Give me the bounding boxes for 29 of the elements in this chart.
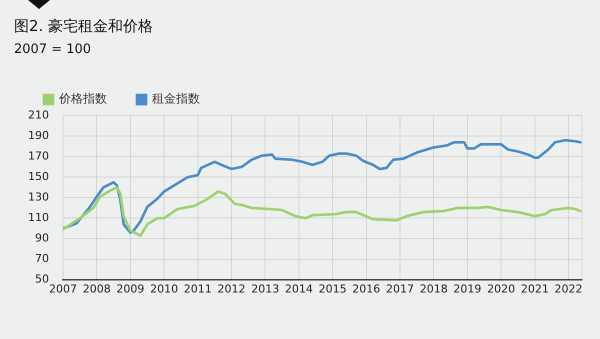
x-tick-label: 2011 [184,282,212,296]
x-tick-label: 2012 [218,282,246,296]
x-tick-label: 2018 [420,282,448,296]
y-tick-label: 110 [28,211,49,224]
y-tick-label: 150 [28,170,49,184]
y-tick-label: 210 [28,108,49,122]
y-tick-label: 190 [28,128,49,142]
x-tick-label: 2009 [116,282,144,296]
x-tick-label: 2008 [82,282,111,296]
x-tick-label: 2021 [520,282,549,296]
y-tick-label: 90 [34,232,49,245]
y-tick-label: 50 [34,272,49,286]
x-tick-label: 2019 [453,282,482,296]
y-tick-label: 70 [34,252,49,266]
y-tick-label: 170 [28,150,49,163]
x-tick-label: 2014 [284,282,313,296]
x-tick-label: 2013 [251,282,280,296]
chart-subtitle: 2007 = 100 [14,42,92,58]
x-tick-label: 2017 [386,282,414,296]
x-tick-label: 2007 [48,282,77,296]
x-tick-label: 2015 [318,282,347,296]
x-tick-label: 2022 [554,282,583,296]
y-tick-label: 130 [28,190,49,204]
x-tick-label: 2016 [352,282,380,296]
chart-title: 图2. 豪宅租金和价格 [14,16,154,35]
x-tick-label: 2020 [487,282,516,296]
legend-label: 租金指数 [152,92,200,106]
legend-label: 价格指数 [58,92,107,106]
x-tick-label: 2010 [150,282,178,296]
